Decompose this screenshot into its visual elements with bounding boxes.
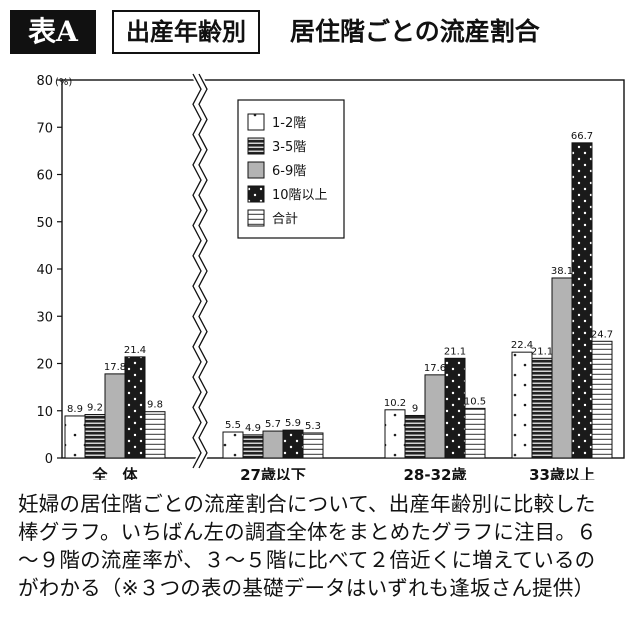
legend-label: 10階以上 bbox=[272, 188, 328, 203]
data-label: 21.1 bbox=[531, 346, 553, 357]
data-label: 21.4 bbox=[124, 345, 146, 356]
bar bbox=[302, 432, 324, 459]
caption-line: 棒グラフ。いちばん左の調査全体をまとめたグラフに注目。６ bbox=[18, 520, 597, 544]
bar bbox=[104, 373, 126, 459]
data-label: 5.5 bbox=[225, 420, 241, 431]
bar bbox=[262, 430, 284, 459]
data-label: 8.9 bbox=[67, 404, 83, 415]
bar bbox=[384, 409, 406, 459]
data-label: 4.9 bbox=[245, 423, 261, 434]
bar bbox=[242, 434, 264, 459]
data-label: 10.2 bbox=[384, 398, 406, 409]
data-label: 5.9 bbox=[285, 418, 301, 429]
bar bbox=[531, 357, 553, 459]
y-unit-label: (%) bbox=[55, 77, 72, 88]
legend-swatch bbox=[247, 185, 265, 203]
bar bbox=[222, 431, 244, 459]
table-badge: 表A bbox=[10, 10, 96, 54]
bar bbox=[571, 142, 593, 459]
bar bbox=[511, 351, 533, 459]
data-label: 17.8 bbox=[104, 362, 126, 373]
x-category-label: 28-32歳 bbox=[404, 466, 467, 480]
data-label: 24.7 bbox=[591, 329, 613, 340]
legend-swatch bbox=[247, 113, 265, 131]
data-label: 10.5 bbox=[464, 396, 486, 407]
data-label: 5.3 bbox=[305, 421, 321, 432]
legend-swatch bbox=[247, 137, 265, 155]
caption: 妊婦の居住階ごとの流産割合について、出産年齢別に比較した 棒グラフ。いちばん左の… bbox=[18, 490, 628, 602]
y-tick-label: 30 bbox=[36, 310, 53, 325]
y-tick-label: 70 bbox=[36, 121, 53, 136]
bar bbox=[84, 414, 106, 459]
y-tick-label: 60 bbox=[36, 169, 53, 184]
y-tick-label: 40 bbox=[36, 263, 53, 278]
caption-line: 〜９階の流産率が、３〜５階に比べて２倍近くに増えているの bbox=[18, 548, 596, 572]
data-label: 9.2 bbox=[87, 403, 103, 414]
caption-line: 妊婦の居住階ごとの流産割合について、出産年齢別に比較した bbox=[18, 492, 596, 516]
legend-label: 1-2階 bbox=[272, 116, 306, 131]
data-label: 21.1 bbox=[444, 346, 466, 357]
legend-swatch bbox=[247, 209, 265, 227]
data-label: 9.8 bbox=[147, 400, 163, 411]
data-label: 9 bbox=[412, 403, 418, 414]
axis-break-gap bbox=[190, 71, 210, 471]
bar bbox=[444, 357, 466, 459]
bar bbox=[424, 374, 446, 459]
bar bbox=[464, 407, 486, 459]
data-label: 38.1 bbox=[551, 266, 573, 277]
data-label: 22.4 bbox=[511, 340, 533, 351]
bar bbox=[591, 340, 613, 459]
x-category-label: 27歳以下 bbox=[240, 466, 306, 480]
bar bbox=[551, 277, 573, 459]
bar bbox=[124, 356, 146, 459]
bar bbox=[144, 411, 166, 459]
y-tick-label: 80 bbox=[36, 74, 53, 89]
x-category-label: 33歳以上 bbox=[529, 466, 595, 480]
caption-line: がわかる（※３つの表の基礎データはいずれも逢坂さん提供） bbox=[18, 576, 595, 600]
bar bbox=[64, 415, 86, 459]
legend-label: 6-9階 bbox=[272, 164, 306, 179]
axis-break-line bbox=[192, 73, 202, 469]
y-tick-label: 50 bbox=[36, 216, 53, 231]
x-category-label: 全 体 bbox=[91, 466, 138, 480]
y-tick-label: 20 bbox=[36, 358, 53, 373]
legend-label: 合計 bbox=[272, 211, 298, 227]
legend-label: 3-5階 bbox=[272, 140, 306, 155]
page-title: 居住階ごとの流産割合 bbox=[290, 17, 540, 46]
title-box: 出産年齢別 bbox=[112, 10, 260, 54]
data-label: 66.7 bbox=[571, 131, 593, 142]
data-label: 17.6 bbox=[424, 363, 446, 374]
legend-swatch bbox=[247, 161, 265, 179]
axis-break-line bbox=[198, 73, 208, 469]
bar bbox=[282, 429, 304, 459]
bar bbox=[404, 414, 426, 459]
y-tick-label: 0 bbox=[45, 452, 53, 467]
data-label: 5.7 bbox=[265, 419, 281, 430]
y-tick-label: 10 bbox=[36, 405, 53, 420]
